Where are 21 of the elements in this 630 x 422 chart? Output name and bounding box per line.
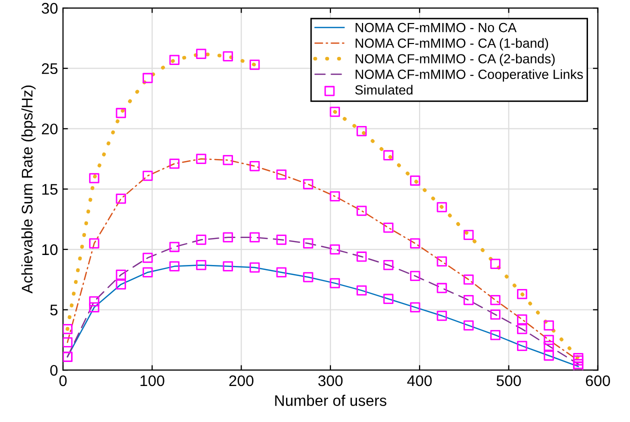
y-tick-label: 20: [42, 124, 58, 134]
x-tick-label: 100: [140, 375, 164, 386]
y-axis-title: Achievable Sum Rate (bps/Hz): [21, 86, 36, 294]
x-tick-label: 0: [59, 375, 67, 386]
x-tick-label: 500: [496, 375, 521, 386]
legend-label: NOMA CF-mMIMO - CA (1-band): [356, 38, 548, 50]
y-tick-label: 15: [42, 184, 58, 195]
y-tick-label: 25: [42, 63, 58, 74]
y-tick-label: 30: [42, 2, 58, 14]
x-tick-label: 400: [407, 375, 432, 386]
x-axis-title: Number of users: [275, 394, 386, 406]
y-tick-label: 10: [42, 244, 58, 256]
legend-label: NOMA CF-mMIMO - Cooperative Links: [356, 69, 583, 82]
y-tick-label: 0: [50, 364, 58, 376]
x-tick-label: 600: [586, 375, 610, 386]
legend-label: NOMA CF-mMIMO - No CA: [356, 22, 517, 32]
y-tick-label: 5: [50, 304, 58, 316]
x-tick-label: 300: [318, 375, 343, 386]
legend-label: Simulated: [355, 84, 412, 95]
legend-label: NOMA CF-mMIMO - CA (2-bands): [356, 54, 555, 66]
x-tick-label: 200: [229, 375, 254, 386]
